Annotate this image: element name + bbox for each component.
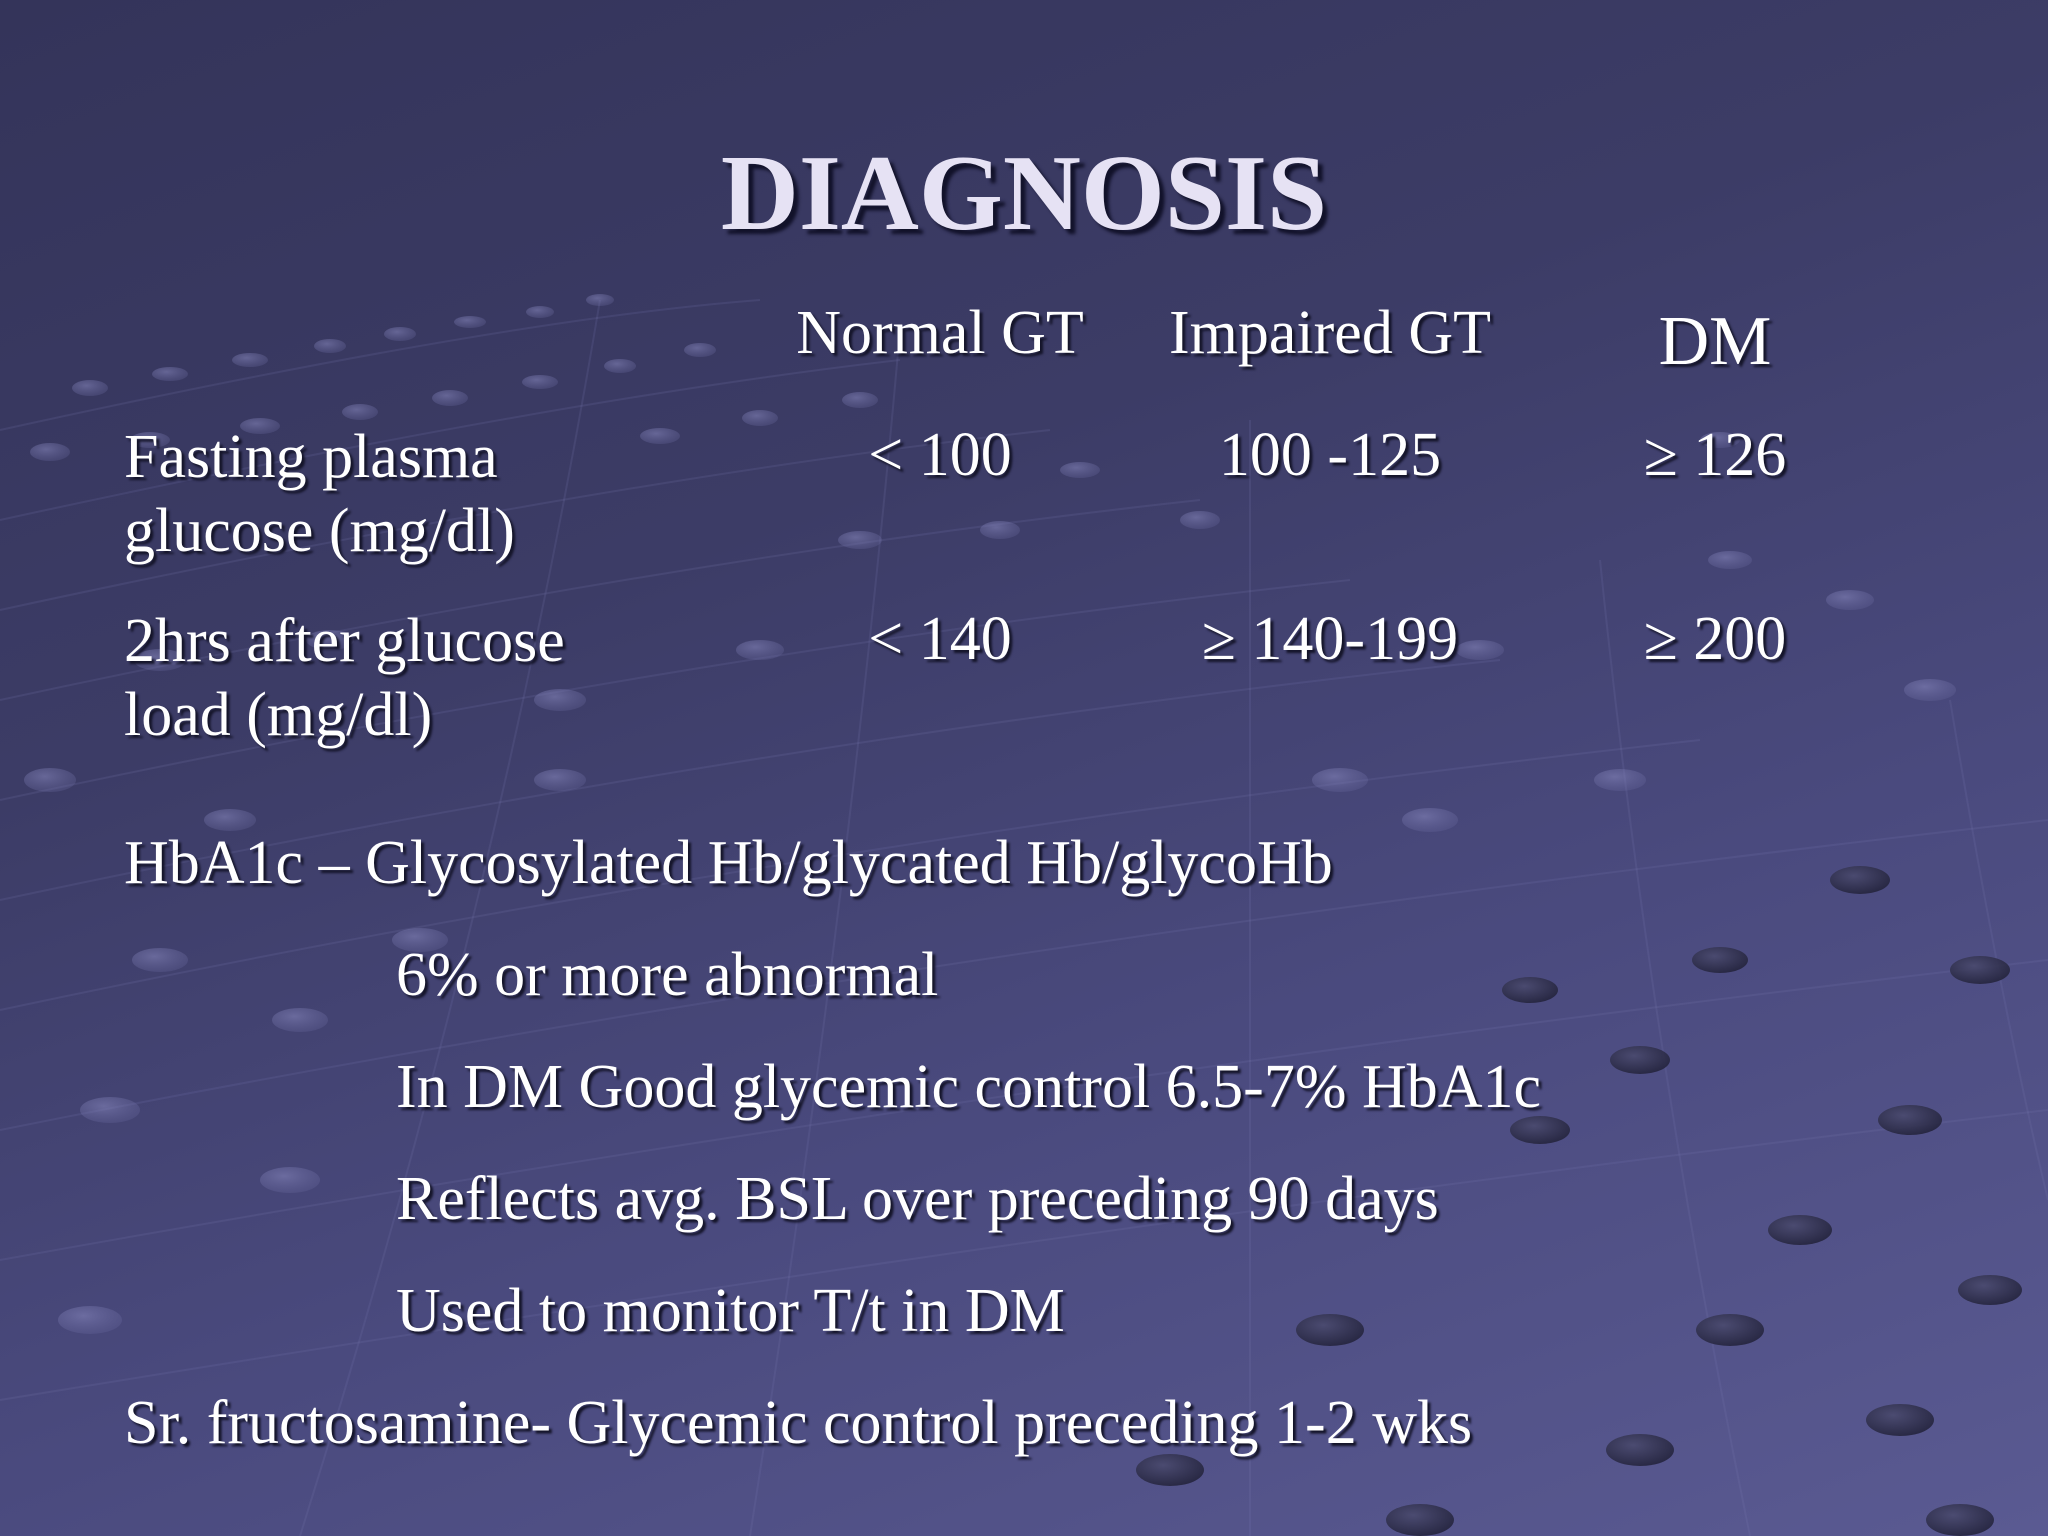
hba1c-point: Used to monitor T/t in DM [396,1277,1065,1345]
column-header-impaired-gt: Impaired GT [1169,299,1491,367]
column-header-normal-gt: Normal GT [796,299,1084,367]
hba1c-point: In DM Good glycemic control 6.5-7% HbA1c [396,1053,1542,1121]
row-label-fasting: Fasting plasma glucose (mg/dl) [124,420,515,568]
cell-fasting-dm: ≥ 126 [1643,421,1787,489]
cell-2hrs-normal: < 140 [868,605,1012,673]
fructosamine-line: Sr. fructosamine- Glycemic control prece… [124,1389,1473,1457]
hba1c-point: 6% or more abnormal [396,941,939,1009]
hba1c-heading: HbA1c – Glycosylated Hb/glycated Hb/glyc… [124,829,1333,897]
row-label-line: Fasting plasma [124,423,498,491]
cell-fasting-normal: < 100 [868,421,1012,489]
cell-2hrs-dm: ≥ 200 [1643,605,1787,673]
cell-2hrs-impaired: ≥ 140-199 [1201,605,1459,673]
row-label-line: load (mg/dl) [124,681,433,749]
column-header-dm: DM [1658,303,1772,380]
hba1c-point: Reflects avg. BSL over preceding 90 days [396,1165,1439,1233]
row-label-2hrs: 2hrs after glucose load (mg/dl) [124,604,565,752]
cell-fasting-impaired: 100 -125 [1218,421,1442,489]
row-label-line: 2hrs after glucose [124,607,565,675]
slide-title: DIAGNOSIS [720,134,1328,253]
row-label-line: glucose (mg/dl) [124,497,515,565]
